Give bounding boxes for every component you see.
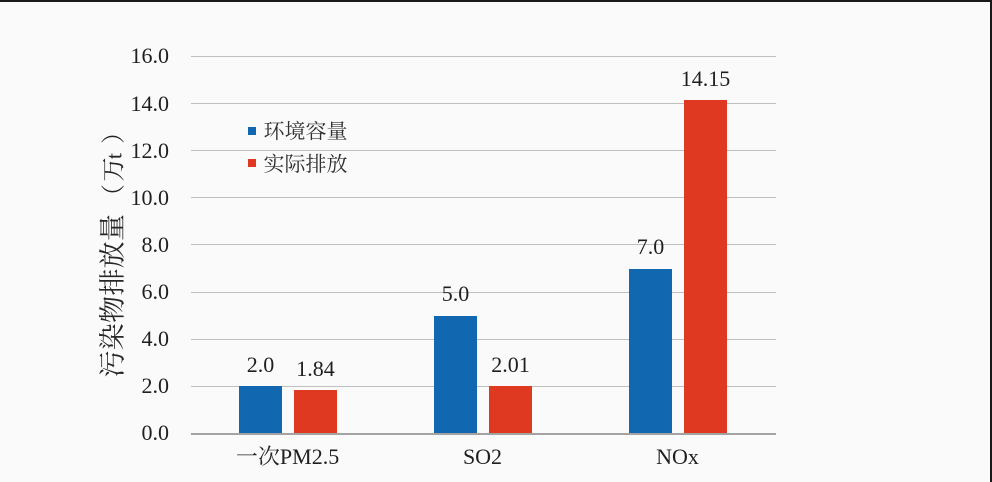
svg-text:t: t <box>102 153 127 159</box>
